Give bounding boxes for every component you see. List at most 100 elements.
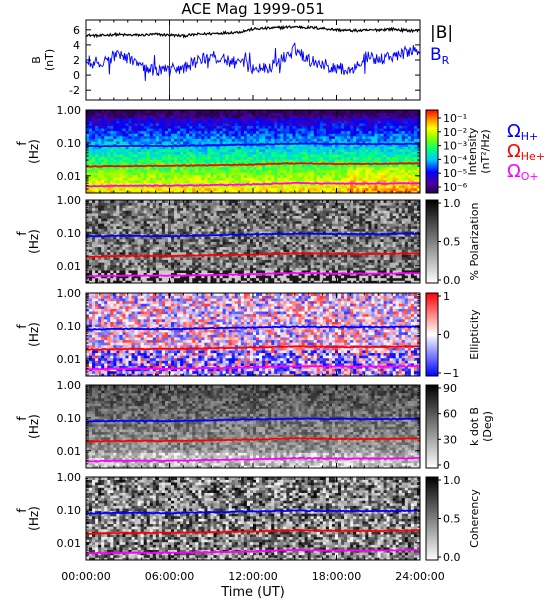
heatmap-cell [408, 172, 411, 175]
heatmap-cell [132, 126, 135, 129]
heatmap-cell [198, 223, 201, 226]
heatmap-cell [192, 149, 195, 152]
heatmap-cell [198, 113, 201, 116]
heatmap-cell [101, 126, 104, 129]
heatmap-cell [292, 172, 295, 175]
heatmap-cell [132, 149, 135, 152]
heatmap-cell [384, 167, 387, 170]
heatmap-cell [110, 270, 113, 273]
heatmap-cell [381, 175, 384, 178]
heatmap-cell [153, 210, 156, 213]
heatmap-cell [359, 180, 362, 183]
heatmap-cell [201, 239, 204, 242]
heatmap-cell [110, 139, 113, 142]
heatmap-cell [186, 239, 189, 242]
heatmap-cell [113, 152, 116, 155]
heatmap-cell [104, 239, 107, 242]
heatmap-cell [98, 231, 101, 234]
heatmap-cell [283, 157, 286, 160]
heatmap-cell [268, 172, 271, 175]
heatmap-cell [292, 175, 295, 178]
heatmap-cell [280, 188, 283, 191]
heatmap-cell [265, 146, 268, 149]
heatmap-cell [302, 157, 305, 160]
heatmap-cell [374, 115, 377, 118]
heatmap-cell [174, 180, 177, 183]
heatmap-cell [381, 139, 384, 142]
heatmap-cell [292, 188, 295, 191]
heatmap-cell [341, 126, 344, 129]
heatmap-cell [183, 208, 186, 211]
heatmap-cell [153, 152, 156, 155]
heatmap-cell [201, 218, 204, 221]
heatmap-cell [250, 175, 253, 178]
heatmap-cell [159, 115, 162, 118]
heatmap-cell [250, 159, 253, 162]
heatmap-cell [192, 113, 195, 116]
heatmap-cell [217, 115, 220, 118]
heatmap-cell [162, 172, 165, 175]
heatmap-cell [314, 146, 317, 149]
heatmap-cell [204, 152, 207, 155]
heatmap-cell [268, 170, 271, 173]
heatmap-cell [286, 164, 289, 167]
heatmap-cell [147, 229, 150, 232]
heatmap-cell [362, 157, 365, 160]
heatmap-cell [186, 113, 189, 116]
heatmap-cell [135, 123, 138, 126]
heatmap-cell [189, 172, 192, 175]
heatmap-cell [405, 126, 408, 129]
heatmap-cell [390, 128, 393, 131]
heatmap-cell [299, 146, 302, 149]
heatmap-cell [377, 152, 380, 155]
heatmap-cell [162, 115, 165, 118]
heatmap-cell [232, 131, 235, 134]
heatmap-cell [92, 123, 95, 126]
heatmap-cell [189, 221, 192, 224]
heatmap-cell [144, 242, 147, 245]
heatmap-cell [262, 180, 265, 183]
heatmap-cell [101, 265, 104, 268]
heatmap-cell [393, 113, 396, 116]
heatmap-cell [104, 252, 107, 255]
heatmap-cell [344, 177, 347, 180]
heatmap-cell [374, 149, 377, 152]
heatmap-cell [353, 139, 356, 142]
heatmap-cell [280, 128, 283, 131]
heatmap-cell [101, 136, 104, 139]
heatmap-cell [116, 123, 119, 126]
heatmap-cell [95, 231, 98, 234]
heatmap-cell [138, 159, 141, 162]
heatmap-cell [195, 231, 198, 234]
heatmap-cell [365, 172, 368, 175]
heatmap-cell [192, 152, 195, 155]
heatmap-cell [147, 221, 150, 224]
heatmap-cell [198, 262, 201, 265]
heatmap-cell [144, 170, 147, 173]
heatmap-cell [113, 244, 116, 247]
heatmap-cell [162, 141, 165, 144]
heatmap-cell [156, 126, 159, 129]
heatmap-cell [92, 226, 95, 229]
heatmap-cell [308, 164, 311, 167]
heatmap-cell [214, 159, 217, 162]
heatmap-cell [317, 146, 320, 149]
heatmap-cell [132, 244, 135, 247]
heatmap-cell [299, 131, 302, 134]
heatmap-cell [141, 249, 144, 252]
heatmap-cell [135, 136, 138, 139]
heatmap-cell [125, 131, 128, 134]
heatmap-cell [220, 126, 223, 129]
heatmap-cell [110, 252, 113, 255]
heatmap-cell [92, 278, 95, 281]
heatmap-cell [104, 210, 107, 213]
heatmap-cell [138, 239, 141, 242]
heatmap-cell [232, 113, 235, 116]
heatmap-cell [350, 164, 353, 167]
heatmap-cell [186, 159, 189, 162]
heatmap-cell [198, 131, 201, 134]
heatmap-cell [350, 139, 353, 142]
heatmap-cell [299, 136, 302, 139]
heatmap-cell [365, 175, 368, 178]
heatmap-cell [250, 118, 253, 121]
